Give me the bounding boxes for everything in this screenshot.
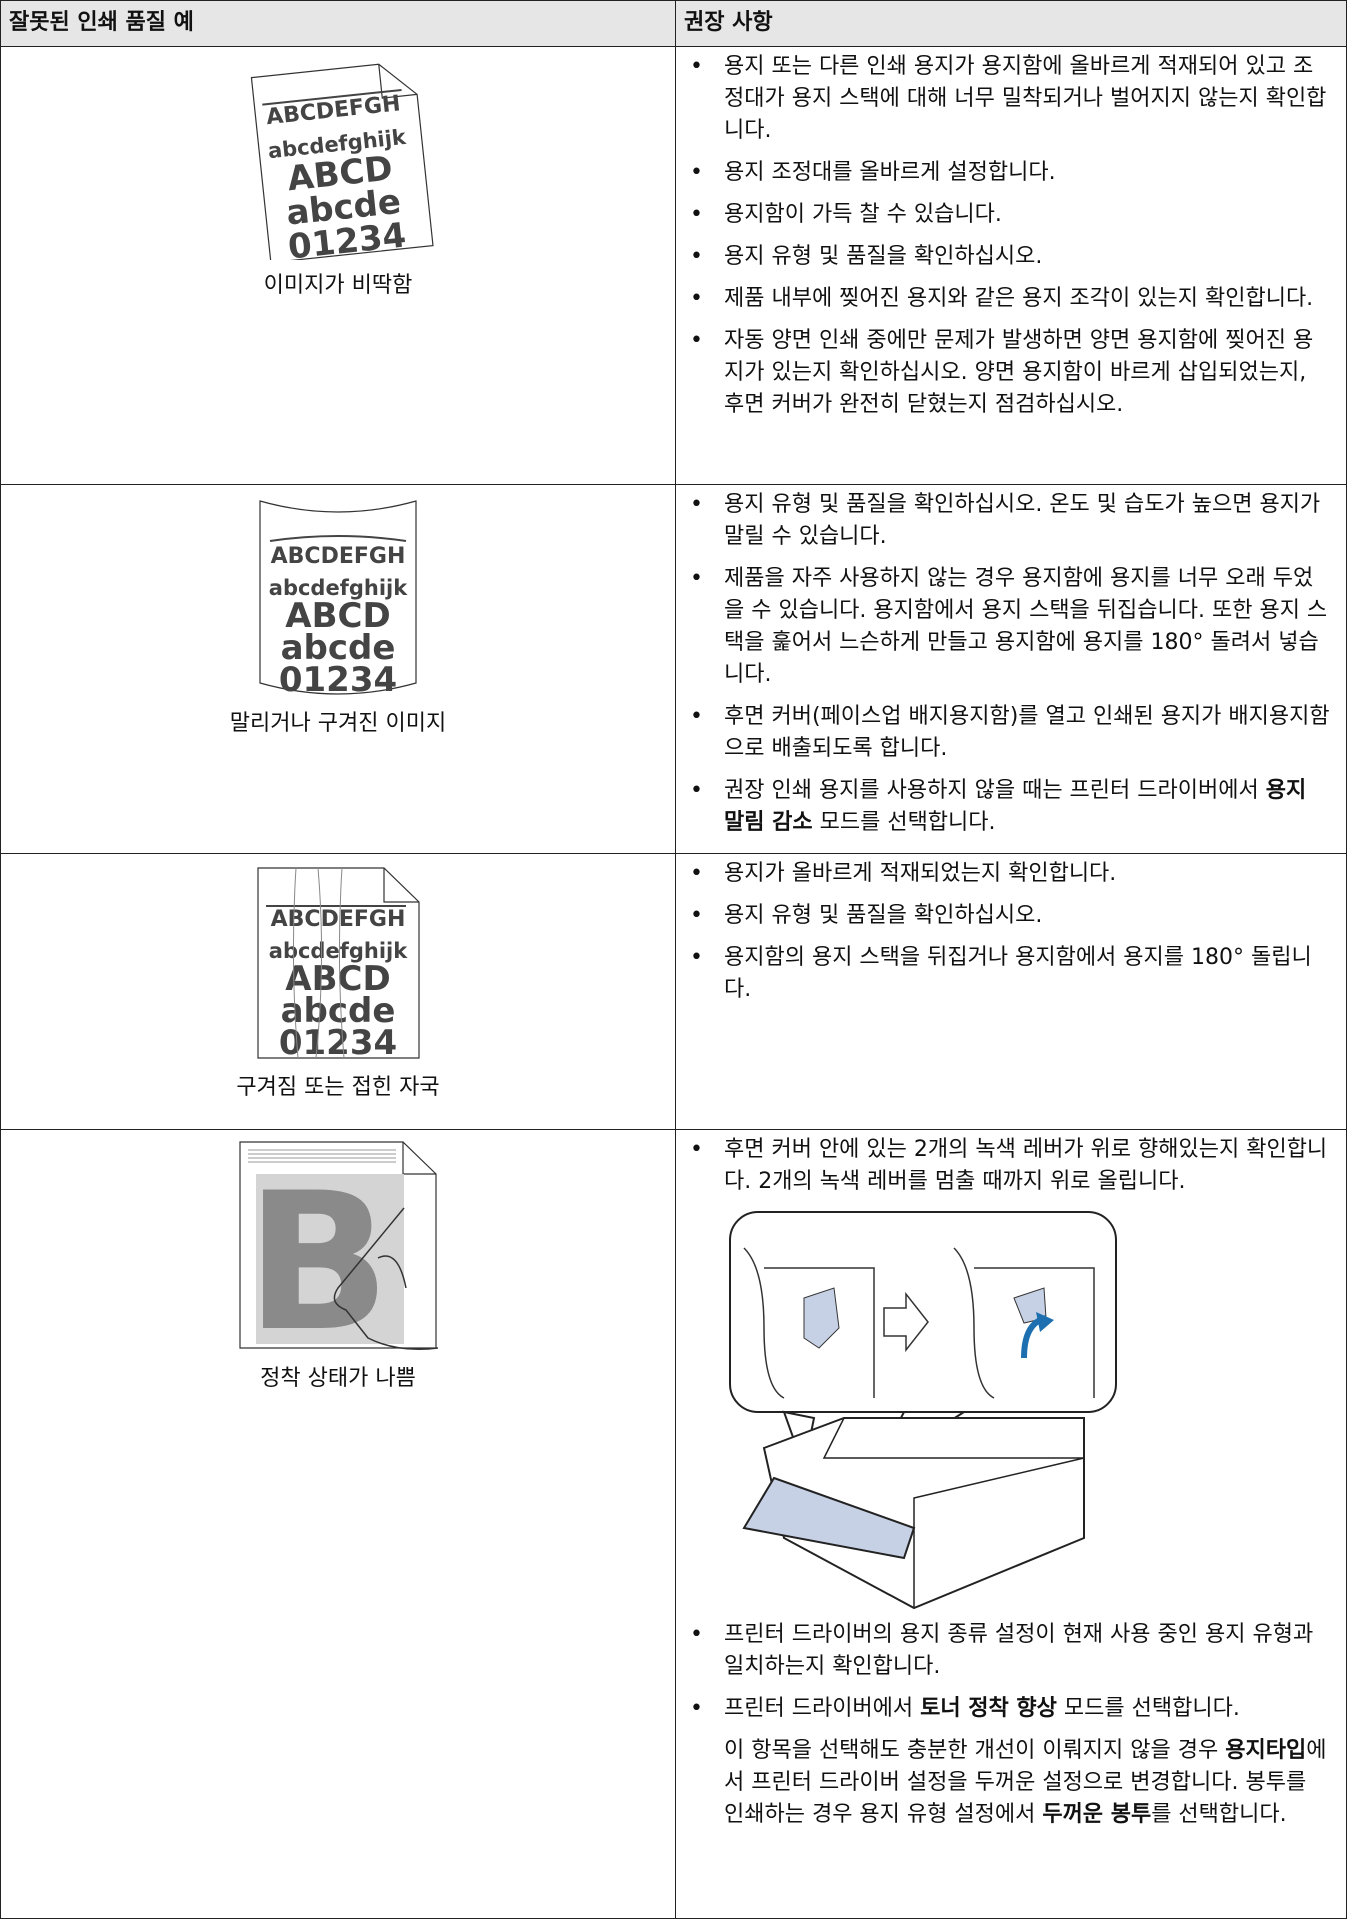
bullet-item: 용지 유형 및 품질을 확인하십시오. 온도 및 습도가 높으면 용지가 말릴 …: [690, 489, 1332, 553]
text-run: 권장 인쇄 용지를 사용하지 않을 때는 프린터 드라이버에서: [724, 778, 1266, 803]
text-run: 에서 프린터 드라이버 설정을 두꺼운 설정으로 변경합니다. 봉투를 인쇄하는…: [724, 1738, 1327, 1827]
text-run: 용지 또는 다른 인쇄 용지가 용지함에 올바르게 적재되어 있고 조정대가 용…: [724, 54, 1327, 143]
header-cell: 권장 사항: [675, 0, 1347, 47]
bullet-item: 자동 양면 인쇄 중에만 문제가 발생하면 양면 용지함에 찢어진 용지가 있는…: [690, 325, 1332, 421]
text-run: 용지 유형 및 품질을 확인하십시오.: [724, 244, 1043, 269]
recommendation-cell: 용지 또는 다른 인쇄 용지가 용지함에 올바르게 적재되어 있고 조정대가 용…: [675, 46, 1347, 485]
sample-text: ABCD: [285, 596, 390, 636]
table-row: ABCDEFGH abcdefghijk ABCD abcde 01234 말리거나 구겨…: [0, 484, 1347, 854]
bullet-item: 권장 인쇄 용지를 사용하지 않을 때는 프린터 드라이버에서 용지 말림 감소…: [690, 775, 1332, 839]
sample-text: ABCDEFGH: [270, 907, 405, 932]
table-row: ABCDEFGH abcdefghijk ABCD abcde 01234 이미지가 비…: [0, 46, 1347, 485]
header-cell: 잘못된 인쇄 품질 예: [0, 0, 676, 47]
sample-text: abcdefghijk: [268, 939, 407, 963]
table-row: ABCDEFGH abcdefghijk ABCD abcde 01234 구겨짐 또는…: [0, 853, 1347, 1130]
bold-text: 토너 정착 향상: [920, 1696, 1057, 1721]
example-cell: ABCDEFGH abcdefghijk ABCD abcde 01234 구겨짐 또는…: [0, 853, 676, 1130]
text-run: 용지가 올바르게 적재되었는지 확인합니다.: [724, 861, 1117, 886]
bullet-item: 용지 조정대를 올바르게 설정합니다.: [690, 157, 1332, 189]
table-body: ABCDEFGH abcdefghijk ABCD abcde 01234 이미지가 비…: [0, 46, 1347, 1919]
example-cell: ABCDEFGH abcdefghijk ABCD abcde 01234 말리거나 구겨…: [0, 484, 676, 854]
text-run: 용지 유형 및 품질을 확인하십시오.: [724, 903, 1043, 928]
example-cell: ABCDEFGH abcdefghijk ABCD abcde 01234 이미지가 비…: [0, 46, 676, 485]
header-row: 잘못된 인쇄 품질 예 권장 사항: [0, 0, 1347, 47]
sample-text: 01234: [278, 1023, 396, 1062]
sample-text: ABCD: [285, 959, 390, 999]
lever-figure: [729, 1211, 1117, 1610]
sample-text: ABCDEFGH: [271, 544, 406, 569]
bullet-item: 프린터 드라이버의 용지 종류 설정이 현재 사용 중인 용지 유형과 일치하는…: [690, 1619, 1332, 1683]
bullet-item: 용지함의 용지 스택을 뒤집거나 용지함에서 용지를 180° 돌립니다.: [690, 942, 1332, 1006]
sample-text: abcdefghijk: [269, 576, 408, 600]
bullet-list: 용지가 올바르게 적재되었는지 확인합니다. 용지 유형 및 품질을 확인하십시오…: [684, 858, 1332, 1006]
caption: 구겨짐 또는 접힌 자국: [236, 1075, 440, 1100]
caption: 이미지가 비딱함: [263, 273, 413, 298]
text-run: 프린터 드라이버에서: [724, 1696, 921, 1721]
example-cell: B 정착 상태가 나쁨: [0, 1129, 676, 1919]
text-run: 자동 양면 인쇄 중에만 문제가 발생하면 양면 용지함에 찢어진 용지가 있는…: [724, 328, 1314, 417]
text-run: 모드를 선택합니다.: [1056, 1696, 1240, 1721]
bullet-item: 제품 내부에 찢어진 용지와 같은 용지 조각이 있는지 확인합니다.: [690, 283, 1332, 315]
bullet-list: 프린터 드라이버의 용지 종류 설정이 현재 사용 중인 용지 유형과 일치하는…: [684, 1619, 1332, 1725]
bold-text: 두꺼운 봉투: [1042, 1802, 1152, 1827]
bullet-item: 용지 또는 다른 인쇄 용지가 용지함에 올바르게 적재되어 있고 조정대가 용…: [690, 51, 1332, 147]
note: 이 항목을 선택해도 충분한 개선이 이뤄지지 않을 경우 용지타입에서 프린터…: [724, 1735, 1332, 1831]
bullet-list: 용지 유형 및 품질을 확인하십시오. 온도 및 습도가 높으면 용지가 말릴 …: [684, 489, 1332, 839]
text-run: 를 선택합니다.: [1151, 1802, 1287, 1827]
recommendation-cell: 후면 커버 안에 있는 2개의 녹색 레버가 위로 향해있는지 확인합니다. 2…: [675, 1129, 1347, 1919]
text-run: 이 항목을 선택해도 충분한 개선이 이뤄지지 않을 경우: [724, 1738, 1226, 1763]
text-run: 제품 내부에 찢어진 용지와 같은 용지 조각이 있는지 확인합니다.: [724, 286, 1314, 311]
poor-fixing-illustration: B: [239, 1141, 439, 1373]
bold-text: 용지타입: [1225, 1738, 1307, 1763]
bullet-item: 용지 유형 및 품질을 확인하십시오.: [690, 241, 1332, 273]
text-run: 후면 커버(페이스업 배지용지함)를 열고 인쇄된 용지가 배지용지함으로 배출…: [724, 704, 1330, 761]
recommendation-cell: 용지 유형 및 품질을 확인하십시오. 온도 및 습도가 높으면 용지가 말릴 …: [675, 484, 1347, 854]
bullet-item: 용지 유형 및 품질을 확인하십시오.: [690, 900, 1332, 932]
sample-text: abcde: [281, 628, 396, 668]
sample-text: abcde: [280, 991, 395, 1031]
text-run: 제품을 자주 사용하지 않는 경우 용지함에 용지를 너무 오래 두었을 수 있…: [724, 566, 1328, 687]
text-run: 용지 조정대를 올바르게 설정합니다.: [724, 160, 1056, 185]
bullet-item: 용지함이 가득 찰 수 있습니다.: [690, 199, 1332, 231]
text-run: 용지함이 가득 찰 수 있습니다.: [724, 202, 1002, 227]
sample-text: 01234: [279, 660, 397, 698]
bold-text: 용지 말림 감소: [724, 778, 1307, 835]
bullet-item: 후면 커버 안에 있는 2개의 녹색 레버가 위로 향해있는지 확인합니다. 2…: [690, 1134, 1332, 1198]
bullet-list: 용지 또는 다른 인쇄 용지가 용지함에 올바르게 적재되어 있고 조정대가 용…: [684, 51, 1332, 421]
caption: 말리거나 구겨진 이미지: [229, 711, 447, 736]
text-run: 용지함의 용지 스택을 뒤집거나 용지함에서 용지를 180° 돌립니다.: [724, 945, 1312, 1002]
bullet-item: 후면 커버(페이스업 배지용지함)를 열고 인쇄된 용지가 배지용지함으로 배출…: [690, 701, 1332, 765]
caption: 정착 상태가 나쁨: [260, 1366, 416, 1391]
text-run: 모드를 선택합니다.: [812, 810, 996, 835]
text-run: 프린터 드라이버의 용지 종류 설정이 현재 사용 중인 용지 유형과 일치하는…: [724, 1622, 1314, 1679]
text-run: 후면 커버 안에 있는 2개의 녹색 레버가 위로 향해있는지 확인합니다. 2…: [724, 1137, 1328, 1194]
table-row: B 정착 상태가 나쁨 후면 커버 안에 있는 2개의 녹색 레버가 위로 향해…: [0, 1129, 1347, 1919]
bullet-list: 후면 커버 안에 있는 2개의 녹색 레버가 위로 향해있는지 확인합니다. 2…: [684, 1134, 1332, 1198]
sample-letter: B: [246, 1152, 391, 1353]
bullet-item: 용지가 올바르게 적재되었는지 확인합니다.: [690, 858, 1332, 890]
text-run: 용지 유형 및 품질을 확인하십시오. 온도 및 습도가 높으면 용지가 말릴 …: [724, 492, 1321, 549]
bullet-item: 제품을 자주 사용하지 않는 경우 용지함에 용지를 너무 오래 두었을 수 있…: [690, 563, 1332, 691]
recommendation-cell: 용지가 올바르게 적재되었는지 확인합니다. 용지 유형 및 품질을 확인하십시오…: [675, 853, 1347, 1130]
bullet-item: 프린터 드라이버에서 토너 정착 향상 모드를 선택합니다.: [690, 1693, 1332, 1725]
